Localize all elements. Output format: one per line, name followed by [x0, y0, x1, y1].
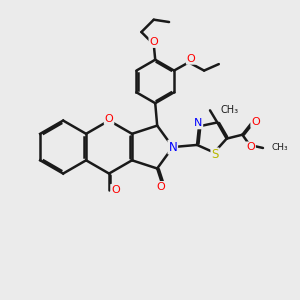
- Text: O: O: [105, 114, 113, 124]
- Text: O: O: [111, 185, 120, 195]
- Text: O: O: [156, 182, 165, 192]
- Text: N: N: [194, 118, 202, 128]
- Text: O: O: [187, 54, 196, 64]
- Text: S: S: [211, 148, 219, 161]
- Text: N: N: [168, 141, 177, 154]
- Text: CH₃: CH₃: [271, 143, 288, 152]
- Text: CH₃: CH₃: [220, 105, 238, 115]
- Text: O: O: [246, 142, 255, 152]
- Text: O: O: [149, 37, 158, 47]
- Text: O: O: [251, 117, 260, 127]
